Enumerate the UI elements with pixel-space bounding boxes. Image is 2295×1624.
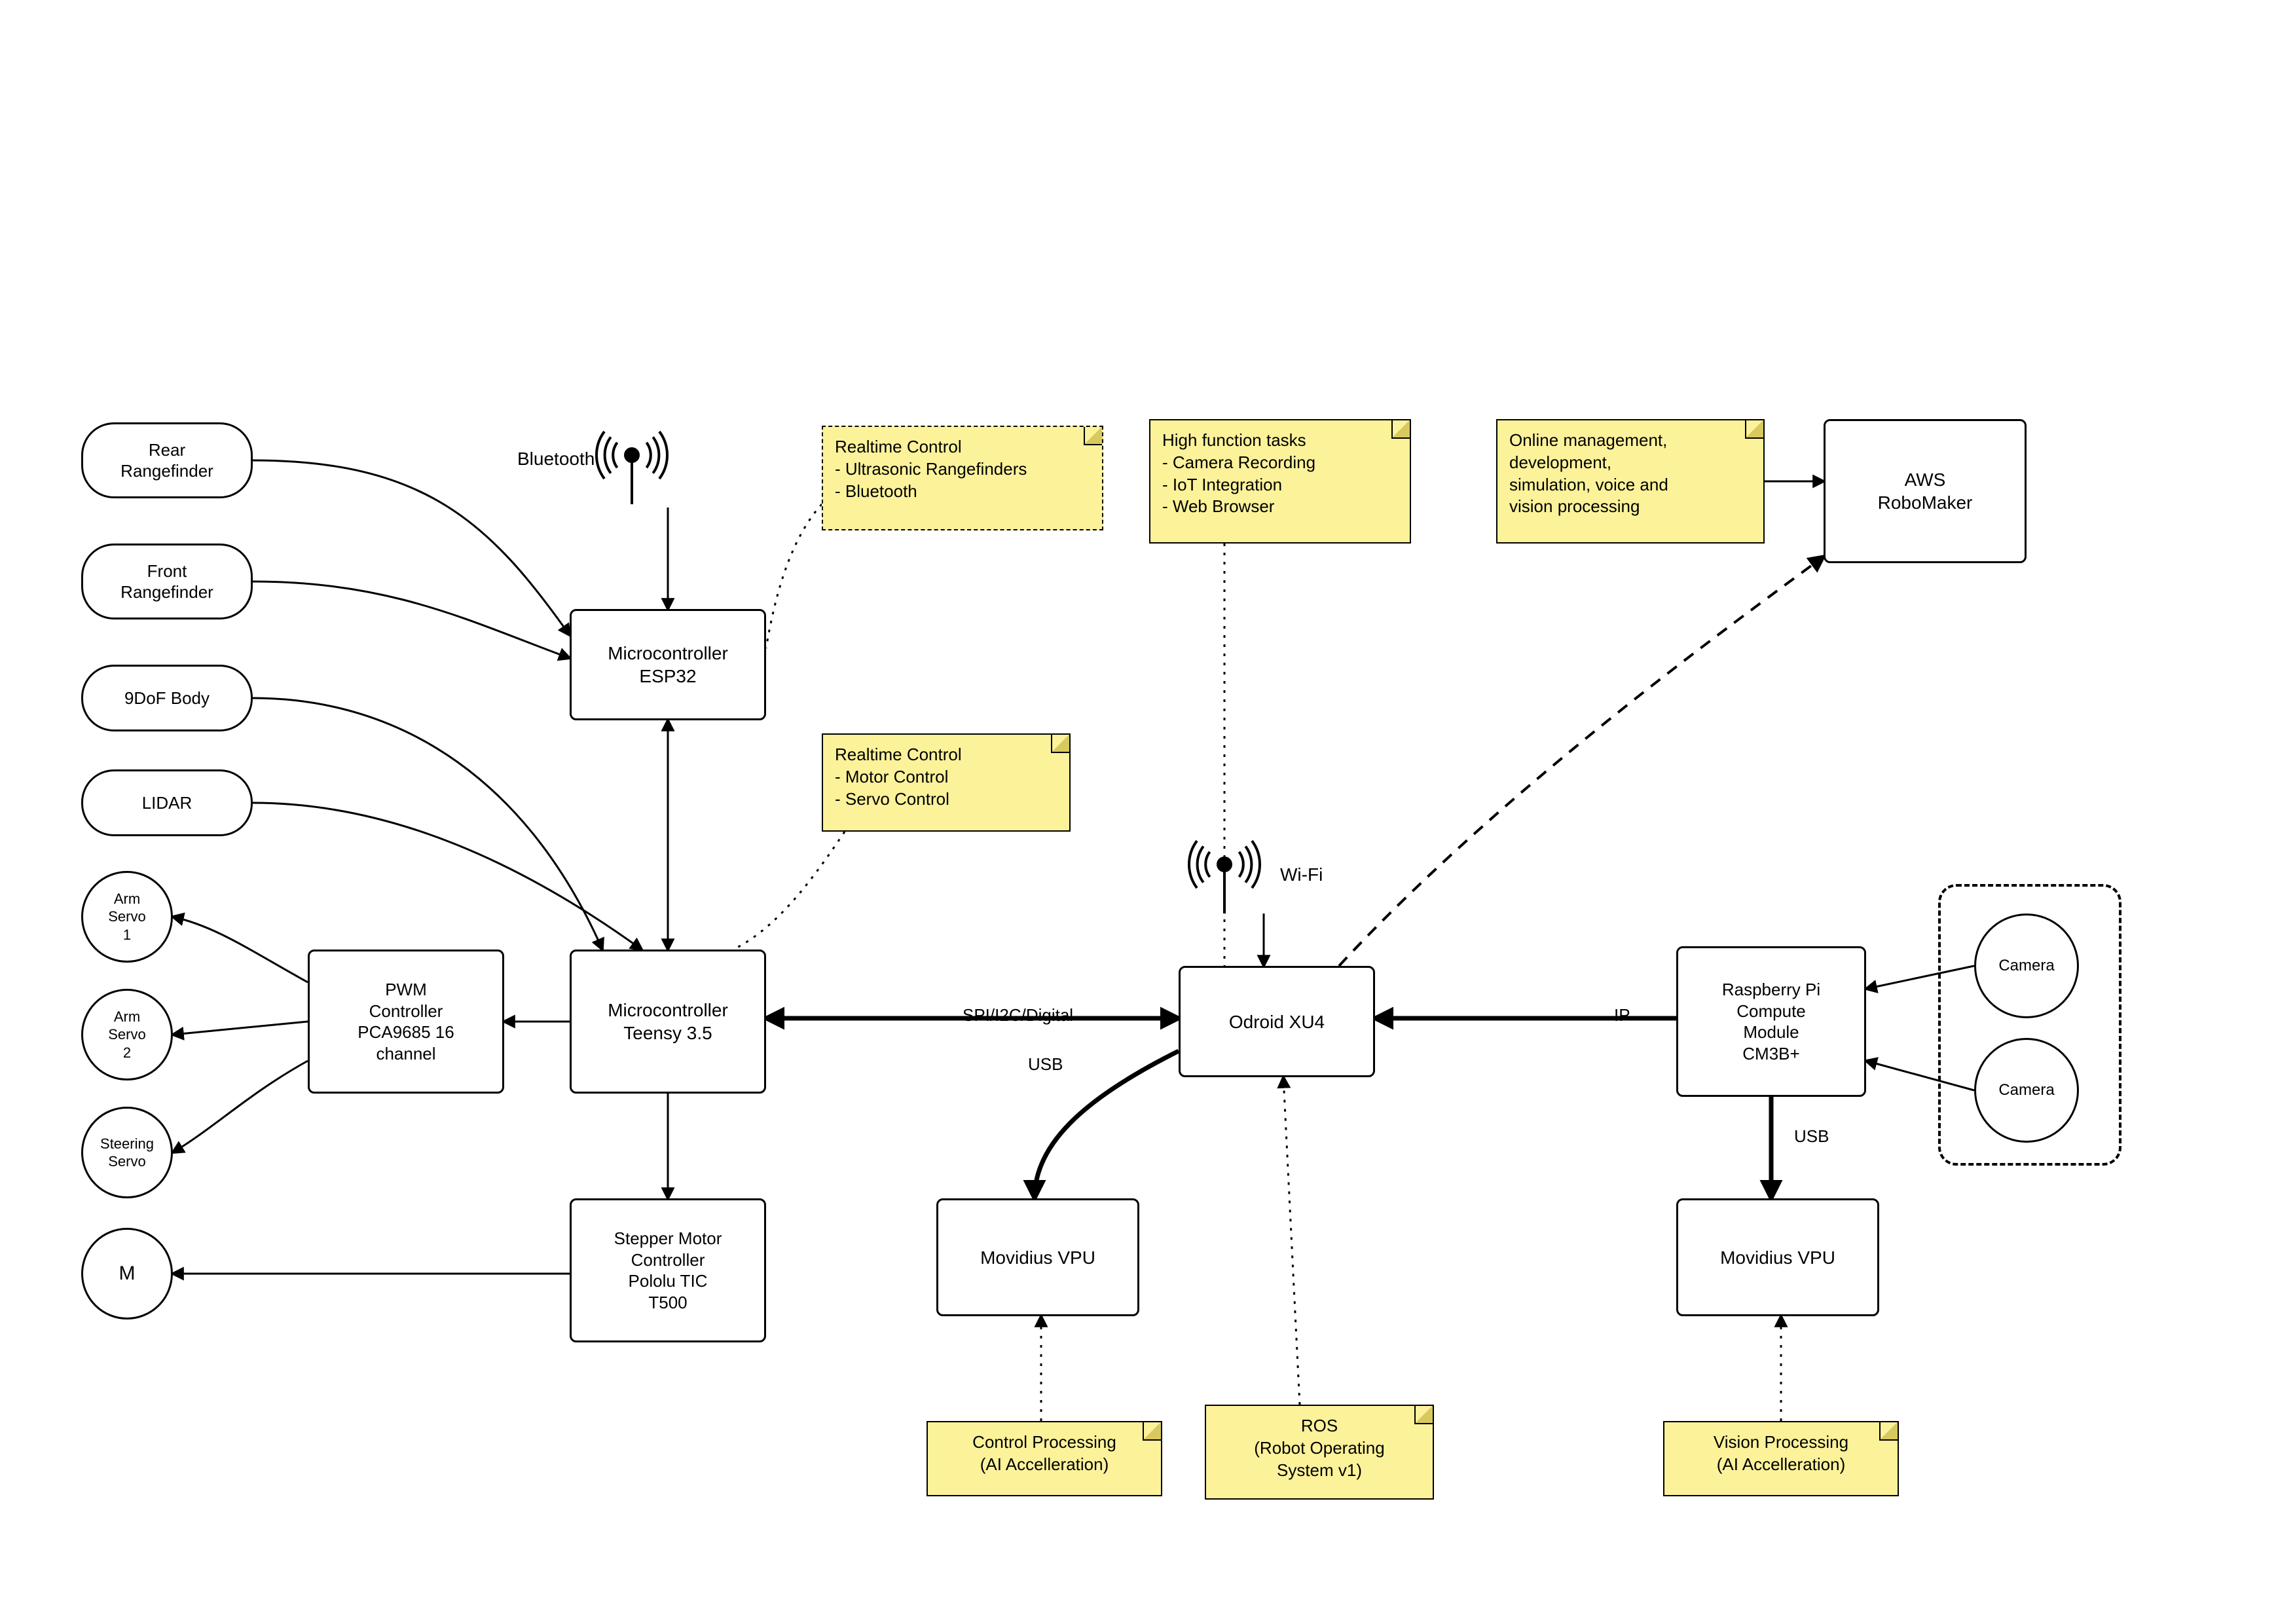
label-spi: SPI/I2C/Digital bbox=[963, 1005, 1073, 1025]
node-arm_servo_2: ArmServo2 bbox=[81, 989, 173, 1080]
node-movidius_l: Movidius VPU bbox=[936, 1198, 1139, 1316]
node-steering: SteeringServo bbox=[81, 1107, 173, 1198]
edge-odroid-aws bbox=[1339, 557, 1824, 966]
node-ninedof: 9DoF Body bbox=[81, 665, 253, 731]
edge-ros-odroid bbox=[1283, 1077, 1300, 1405]
antenna-bluetooth-icon bbox=[597, 432, 667, 504]
note-esp32_note: Realtime Control- Ultrasonic Rangefinder… bbox=[822, 426, 1103, 530]
node-rpi: Raspberry PiComputeModuleCM3B+ bbox=[1676, 946, 1866, 1097]
edge-esp32_note-esp32 bbox=[766, 504, 822, 648]
node-motor_m: M bbox=[81, 1228, 173, 1320]
note-ctrlproc: Control Processing(AI Accelleration) bbox=[927, 1421, 1162, 1496]
node-odroid: Odroid XU4 bbox=[1179, 966, 1375, 1077]
node-aws: AWSRoboMaker bbox=[1824, 419, 2027, 563]
note-visproc: Vision Processing(AI Accelleration) bbox=[1663, 1421, 1899, 1496]
group-cameras bbox=[1938, 884, 2121, 1166]
node-movidius_r: Movidius VPU bbox=[1676, 1198, 1879, 1316]
label-usb_l: USB bbox=[1028, 1054, 1063, 1075]
edge-lidar-teensy bbox=[253, 803, 642, 950]
edge-ninedof-teensy bbox=[253, 698, 602, 950]
edge-pwm-arm_servo_2 bbox=[173, 1022, 308, 1035]
node-pwm: PWMControllerPCA9685 16channel bbox=[308, 950, 504, 1094]
node-teensy: MicrocontrollerTeensy 3.5 bbox=[570, 950, 766, 1094]
node-rear_rf: RearRangefinder bbox=[81, 422, 253, 498]
node-arm_servo_1: ArmServo1 bbox=[81, 871, 173, 963]
note-teensy_note: Realtime Control- Motor Control- Servo C… bbox=[822, 733, 1071, 832]
note-ros: ROS(Robot OperatingSystem v1) bbox=[1205, 1405, 1434, 1500]
diagram-canvas: RearRangefinder FrontRangefinder 9DoF Body… bbox=[0, 0, 2295, 1624]
note-odroid_note: High function tasks- Camera Recording- I… bbox=[1149, 419, 1411, 544]
edge-pwm-steering bbox=[173, 1061, 308, 1153]
node-esp32: MicrocontrollerESP32 bbox=[570, 609, 766, 720]
edge-rear_rf-esp32 bbox=[253, 460, 570, 635]
label-usb_r: USB bbox=[1794, 1126, 1829, 1147]
label-ip: IP bbox=[1614, 1005, 1630, 1025]
antenna-wifi-icon bbox=[1189, 841, 1260, 913]
note-aws_note: Online management,development,simulation… bbox=[1496, 419, 1765, 544]
edge-pwm-arm_servo_1 bbox=[173, 917, 308, 982]
edges-layer bbox=[0, 0, 2295, 1624]
edge-front_rf-esp32 bbox=[253, 581, 570, 658]
edge-teensy_note-teensy bbox=[733, 832, 845, 950]
label-bluetooth: Bluetooth bbox=[517, 449, 595, 470]
node-stepper: Stepper MotorControllerPololu TICT500 bbox=[570, 1198, 766, 1342]
node-front_rf: FrontRangefinder bbox=[81, 544, 253, 619]
label-wifi: Wi-Fi bbox=[1280, 864, 1323, 885]
node-lidar: LIDAR bbox=[81, 769, 253, 836]
